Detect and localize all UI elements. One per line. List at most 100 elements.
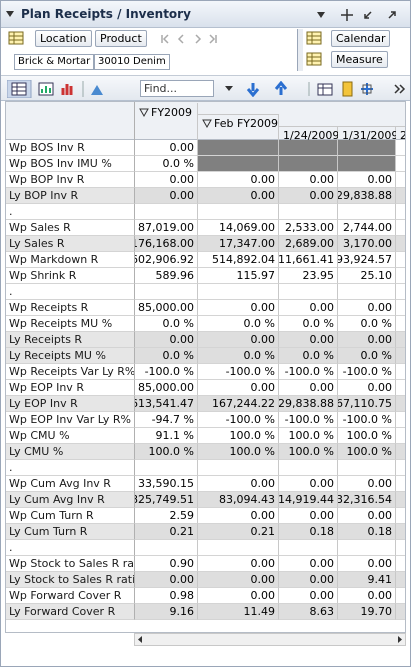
data-cell: 11.49 — [198, 604, 279, 620]
location-filter[interactable]: Brick & Mortar — [14, 54, 95, 70]
scroll-arrows[interactable] — [134, 633, 406, 646]
data-cell — [396, 364, 405, 380]
cell-value: 514,892.04 — [212, 253, 275, 266]
cell-value: 115.97 — [236, 269, 276, 282]
cell-value: 0.00 — [250, 333, 276, 346]
column-header — [338, 126, 396, 140]
cell-value: 33,590.15 — [138, 477, 194, 490]
cell-value: 0.00 — [250, 509, 276, 522]
row-label: Wp BOP Inv R — [6, 172, 135, 188]
data-cell — [396, 268, 405, 284]
toolbar-actions[interactable] — [223, 81, 411, 97]
data-cell: 0.00 — [198, 508, 279, 524]
column-header-label: 1/24/2009 — [283, 129, 338, 142]
data-cell — [396, 316, 405, 332]
data-cell: 825,749.51 — [135, 492, 198, 508]
data-cell: 17,347.00 — [198, 236, 279, 252]
data-cell: 0.00 — [135, 172, 198, 188]
cell-value: 0.00 — [309, 573, 335, 586]
data-grid: FY2009 Feb FY2009 1/24/2009 1/31/2009 2 Wp BO… — [5, 101, 406, 633]
measure-button[interactable]: Measure — [331, 51, 388, 68]
data-cell: 29,838.88 — [338, 188, 396, 204]
cell-value: 0.00 — [250, 173, 276, 186]
collapse-icon[interactable] — [202, 119, 212, 129]
data-cell: 0.00 — [198, 332, 279, 348]
cell-value: 0.00 — [309, 173, 335, 186]
cell-value: 176,168.00 — [135, 237, 194, 250]
view-icons[interactable] — [7, 80, 137, 98]
column-header — [198, 114, 279, 140]
cell-value: 19.70 — [360, 605, 393, 618]
row-label: Ly BOP Inv R — [6, 188, 135, 204]
data-cell: 100.0 % — [279, 428, 338, 444]
cell-value: 0.00 — [169, 141, 195, 154]
column-header — [135, 103, 198, 140]
data-cell: 0.00 — [279, 588, 338, 604]
cell-value: 67,110.75 — [338, 397, 392, 410]
cell-value: 2,689.00 — [285, 237, 334, 250]
data-cell — [396, 572, 405, 588]
row-label: Wp BOS Inv R — [6, 140, 135, 156]
data-cell — [396, 156, 405, 172]
row-label: Ly Cum Avg Inv R — [6, 492, 135, 508]
data-cell — [198, 460, 279, 476]
data-cell: 0.00 — [279, 508, 338, 524]
cell-value: 0.98 — [169, 589, 195, 602]
cell-value: 0.0 % — [162, 349, 194, 362]
cell-value: 100.0 % — [288, 445, 334, 458]
horizontal-scrollbar[interactable] — [134, 633, 406, 646]
cell-value: 0.00 — [309, 557, 335, 570]
collapse-icon[interactable] — [5, 10, 15, 18]
row-label: Wp Receipts MU % — [6, 316, 135, 332]
column-header-label: 2 — [400, 129, 405, 142]
cell-value: 85,000.00 — [138, 381, 194, 394]
data-cell: 0.00 — [338, 476, 396, 492]
cell-value: 1,613,541.47 — [135, 397, 194, 410]
cell-value: 0.21 — [250, 525, 276, 538]
data-cell: 0.00 — [279, 556, 338, 572]
data-cell: 0.98 — [135, 588, 198, 604]
navigation-arrows[interactable] — [159, 33, 219, 45]
find-field[interactable]: Find... — [140, 80, 214, 97]
data-cell — [396, 220, 405, 236]
data-cell: 0.00 — [198, 188, 279, 204]
location-button[interactable]: Location — [35, 30, 92, 47]
data-cell: 0.00 — [338, 508, 396, 524]
calendar-button[interactable]: Calendar — [331, 30, 391, 47]
data-cell: 67,110.75 — [338, 396, 396, 412]
cell-value: 0.00 — [367, 333, 393, 346]
cell-value: 100.0 % — [288, 429, 334, 442]
data-cell: -100.0 % — [135, 364, 198, 380]
row-label: Ly Receipts R — [6, 332, 135, 348]
cell-value: 100.0 % — [229, 429, 275, 442]
data-cell — [198, 140, 279, 156]
row-label: Ly Stock to Sales R ratio — [6, 572, 135, 588]
cell-value: 0.00 — [367, 173, 393, 186]
cell-value: 87,019.00 — [138, 221, 194, 234]
cell-value: 23.95 — [302, 269, 335, 282]
splitter[interactable] — [297, 29, 303, 71]
cell-value: 0.00 — [250, 573, 276, 586]
cell-value: 32,316.54 — [338, 493, 392, 506]
product-filter[interactable]: 30010 Denim — [94, 54, 170, 70]
collapse-icon[interactable] — [139, 108, 149, 118]
data-cell: 0.00 — [338, 332, 396, 348]
data-cell: 19.70 — [338, 604, 396, 620]
cell-value: 111,661.41 — [279, 253, 334, 266]
cell-value: 0.90 — [169, 557, 195, 570]
data-cell — [396, 140, 405, 156]
cell-value: 91.1 % — [155, 429, 194, 442]
cell-value: 29,838.88 — [279, 397, 334, 410]
cell-value: 0.00 — [309, 477, 335, 490]
row-label: Ly Cum Turn R — [6, 524, 135, 540]
data-cell: 91.1 % — [135, 428, 198, 444]
data-cell: 0.00 — [279, 188, 338, 204]
data-cell: 0.00 — [338, 556, 396, 572]
cell-value: 0.0 % — [162, 157, 194, 170]
cell-value: 11.49 — [243, 605, 276, 618]
data-cell: -100.0 % — [338, 412, 396, 428]
product-button[interactable]: Product — [95, 30, 147, 47]
data-cell: 0.00 — [135, 332, 198, 348]
window-controls[interactable] — [313, 8, 408, 22]
cell-value: 93,924.57 — [338, 253, 392, 266]
